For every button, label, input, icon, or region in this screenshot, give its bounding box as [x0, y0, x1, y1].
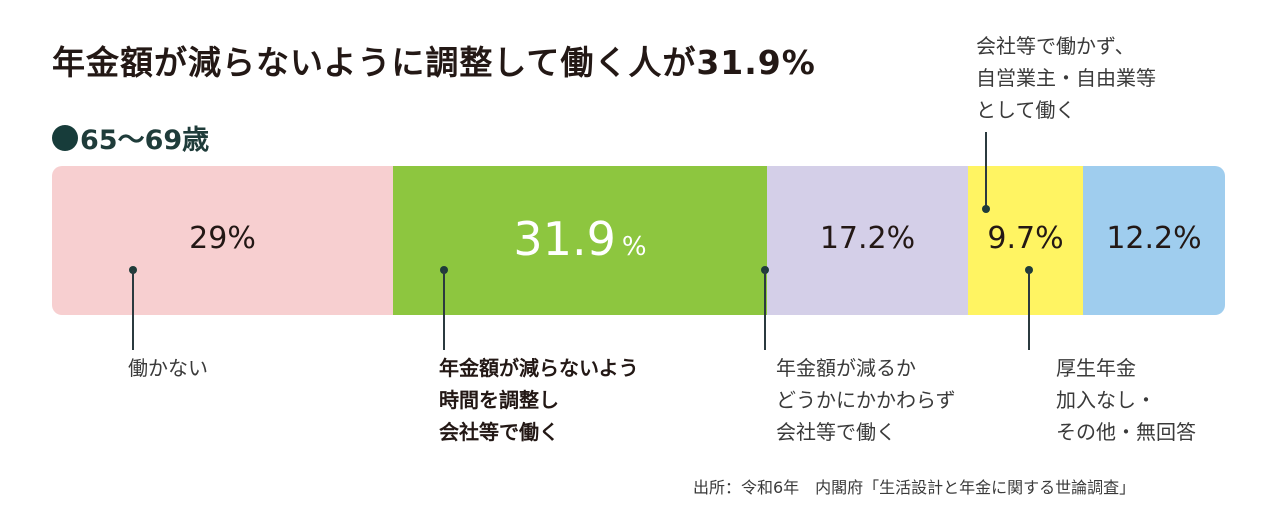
- label-self-employed: 会社等で働かず、 自営業主・自由業等 として働く: [976, 34, 1156, 122]
- source-note: 出所：令和6年 内閣府「生活設計と年金に関する世論調査」: [693, 478, 1136, 497]
- leader-line: [985, 132, 987, 208]
- label-not-working: 働かない: [128, 356, 208, 380]
- segment-value: 17.2%: [819, 221, 916, 256]
- stacked-bar: 29% 31.9% 17.2% 9.7% 12.2%: [52, 166, 1225, 315]
- leader-line: [443, 270, 445, 350]
- segment-other: 12.2%: [1083, 166, 1225, 315]
- leader-dot-icon: [982, 205, 990, 213]
- leader-line: [764, 270, 766, 350]
- segment-value: 12.2%: [1106, 221, 1202, 256]
- chart-title: 年金額が減らないように調整して働く人が31.9%: [52, 43, 816, 82]
- bullet-dot-icon: [52, 124, 78, 151]
- segment-not-working: 29%: [52, 166, 393, 315]
- age-group-heading: 65～69歳: [52, 118, 209, 157]
- leader-line: [1028, 270, 1030, 350]
- segment-working-regardless: 17.2%: [767, 166, 968, 315]
- leader-line: [132, 270, 134, 350]
- label-adjusting-hours: 年金額が減らないよう 時間を調整し 会社等で働く: [439, 356, 639, 444]
- segment-adjusting-hours: 31.9%: [393, 166, 767, 315]
- label-other: 厚生年金 加入なし・ その他・無回答: [1056, 356, 1196, 444]
- label-working-regardless: 年金額が減るか どうかにかかわらず 会社等で働く: [776, 356, 956, 444]
- segment-self-employed: 9.7%: [968, 166, 1083, 315]
- segment-value: 29%: [189, 221, 256, 256]
- age-group-label: 65～69歳: [80, 125, 210, 156]
- segment-value: 31.9%: [513, 211, 647, 266]
- segment-value: 9.7%: [987, 221, 1064, 256]
